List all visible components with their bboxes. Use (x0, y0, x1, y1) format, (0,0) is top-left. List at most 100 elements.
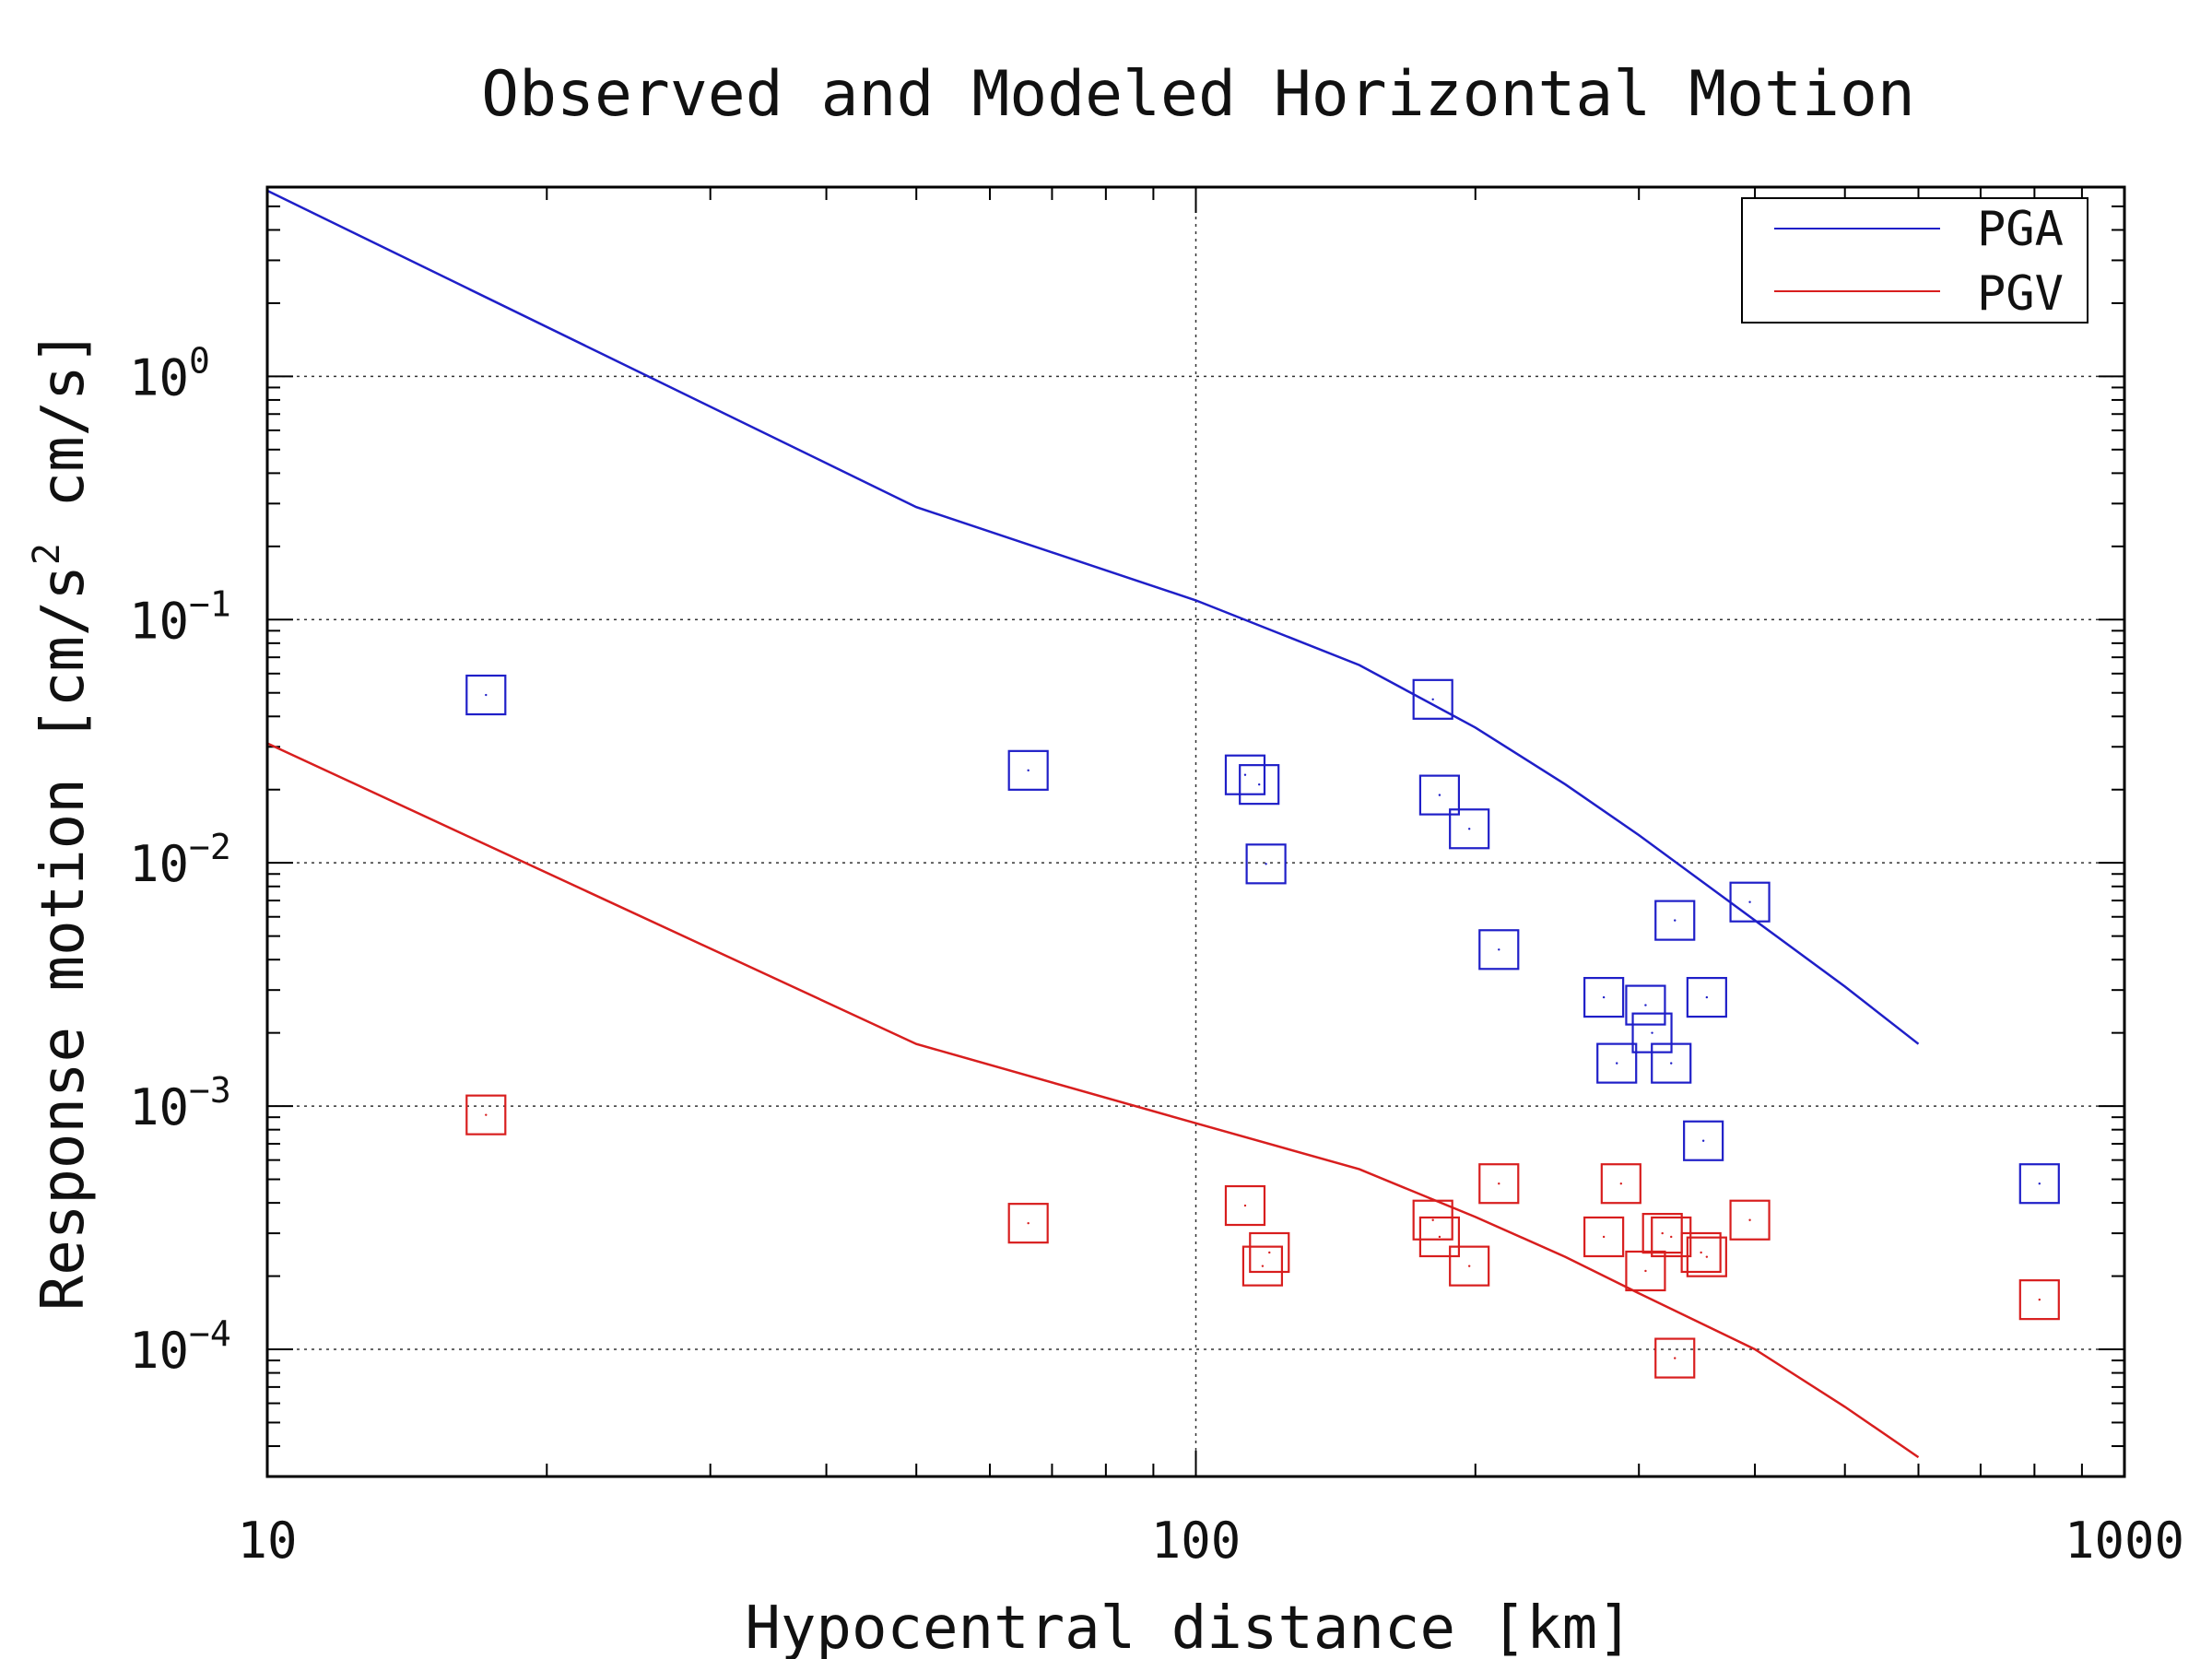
observed-point-center-pgv (1619, 1182, 1623, 1185)
observed-point-center-pgv (1268, 1251, 1271, 1254)
observed-point-center-pgv (1670, 1235, 1673, 1239)
observed-point-pgv (2018, 1279, 2060, 1321)
y-tick-label-exponent: −1 (189, 583, 231, 624)
observed-point-pga (1412, 678, 1453, 720)
chart-title: Observed and Modeled Horizontal Motion (481, 58, 1915, 131)
observed-point-center-pgv (485, 1113, 488, 1116)
observed-point-pgv (1224, 1184, 1266, 1227)
observed-point-center-pga (2038, 1182, 2041, 1185)
observed-point-pga (1654, 900, 1696, 941)
y-axis-label-superscript: 2 (26, 543, 68, 565)
y-tick-label-base: 10 (129, 1078, 189, 1136)
observed-point-pga (1478, 929, 1520, 971)
y-tick-label-base: 10 (129, 348, 189, 406)
y-tick-label-exponent: 0 (189, 340, 210, 381)
observed-point-center-pgv (1700, 1251, 1702, 1254)
observed-point-pga (1683, 1120, 1724, 1161)
observed-point-pga (1729, 881, 1771, 923)
observed-point-pga (1245, 843, 1287, 885)
series-layer (266, 189, 2060, 1459)
observed-point-center-pga (1431, 698, 1434, 701)
observed-point-center-pgv (1243, 1204, 1247, 1207)
legend-label-pgv: PGV (1977, 266, 2064, 322)
legend-label-pga: PGA (1977, 202, 2064, 257)
observed-point-center-pgv (1027, 1221, 1030, 1225)
y-tick-label: 10−1 (129, 583, 231, 650)
y-tick-label-exponent: −2 (189, 827, 231, 867)
observed-point-pga (465, 674, 507, 716)
y-tick-label: 10−4 (129, 1313, 231, 1380)
observed-point-pga (1007, 749, 1049, 791)
observed-point-center-pga (1498, 948, 1500, 951)
observed-point-center-pga (485, 693, 488, 697)
observed-point-center-pga (1670, 1062, 1673, 1065)
observed-point-center-pgv (2038, 1298, 2041, 1301)
observed-point-pga (1625, 984, 1666, 1026)
observed-point-center-pgv (1661, 1231, 1664, 1235)
y-tick-label-base: 10 (129, 592, 189, 650)
observed-point-pgv (1241, 1245, 1284, 1287)
model-line-pgv (266, 742, 1920, 1459)
legend: PGA PGV (1741, 197, 2088, 324)
observed-point-pga (1224, 754, 1266, 795)
observed-point-center-pga (1701, 1139, 1705, 1142)
model-line-pga (266, 189, 1920, 1045)
observed-point-center-pga (1651, 1031, 1653, 1034)
y-tick-label: 10−3 (129, 1070, 231, 1136)
y-axis-label-main: Response motion [cm/s (29, 565, 98, 1311)
x-axis-label: Hypocentral distance [km] (745, 1594, 1632, 1659)
observed-point-pgv (1600, 1163, 1641, 1205)
observed-point-center-pgv (1261, 1265, 1265, 1267)
y-axis-label: Response motion [cm/s2 cm/s] (26, 330, 98, 1311)
observed-point-pga (1651, 1042, 1692, 1084)
observed-point-center-pga (1644, 1004, 1647, 1006)
observed-point-center-pgv (1705, 1255, 1709, 1258)
observed-point-center-pga (1438, 794, 1441, 796)
x-tick-label: 1000 (2065, 1512, 2184, 1570)
observed-point-pgv (465, 1094, 507, 1135)
observed-point-pga (1418, 774, 1461, 816)
x-tick-label: 10 (237, 1512, 297, 1570)
observed-point-center-pgv (1467, 1265, 1471, 1267)
observed-point-pgv (1007, 1203, 1049, 1244)
legend-box (1741, 197, 2088, 324)
observed-point-pga (1686, 976, 1727, 1018)
y-tick-label-exponent: −4 (189, 1313, 231, 1354)
observed-point-center-pgv (1438, 1235, 1441, 1239)
y-tick-label-exponent: −3 (189, 1070, 231, 1111)
observed-point-pgv (1478, 1163, 1520, 1205)
y-tick-label: 100 (129, 340, 210, 406)
observed-point-center-pgv (1644, 1269, 1647, 1273)
observed-point-pga (2018, 1163, 2060, 1205)
observed-point-center-pga (1257, 782, 1261, 786)
observed-point-center-pgv (1748, 1218, 1751, 1221)
observed-point-center-pga (1705, 995, 1709, 999)
observed-point-pgv (1625, 1250, 1666, 1292)
observed-point-center-pga (1243, 773, 1247, 776)
observed-point-pgv (1449, 1245, 1490, 1287)
observed-point-pgv (1729, 1199, 1771, 1241)
observed-point-pga (1596, 1042, 1638, 1084)
y-tick-label: 10−2 (129, 827, 231, 893)
observed-point-center-pga (1602, 995, 1606, 999)
observed-point-center-pga (1265, 863, 1267, 865)
observed-point-center-pgv (1431, 1218, 1434, 1221)
observed-point-center-pgv (1498, 1182, 1500, 1185)
observed-point-pgv (1583, 1216, 1625, 1258)
observed-point-pga (1583, 976, 1625, 1018)
observed-point-pgv (1654, 1337, 1696, 1379)
observed-point-center-pga (1467, 828, 1471, 830)
observed-point-center-pga (1027, 769, 1030, 772)
plot-frame (265, 185, 2126, 1478)
observed-point-pgv (1418, 1216, 1461, 1258)
observed-point-pgv (1680, 1231, 1722, 1274)
observed-point-pgv (1686, 1236, 1727, 1277)
observed-point-pga (1449, 808, 1490, 850)
observed-point-center-pga (1674, 919, 1677, 922)
y-tick-label-base: 10 (129, 835, 189, 893)
x-tick-label: 100 (1151, 1512, 1241, 1570)
observed-point-center-pga (1748, 900, 1751, 903)
observed-point-center-pgv (1674, 1357, 1677, 1359)
